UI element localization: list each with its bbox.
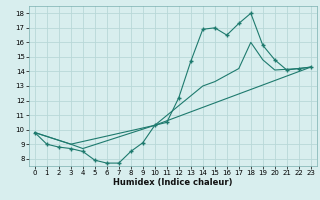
X-axis label: Humidex (Indice chaleur): Humidex (Indice chaleur)	[113, 178, 233, 187]
